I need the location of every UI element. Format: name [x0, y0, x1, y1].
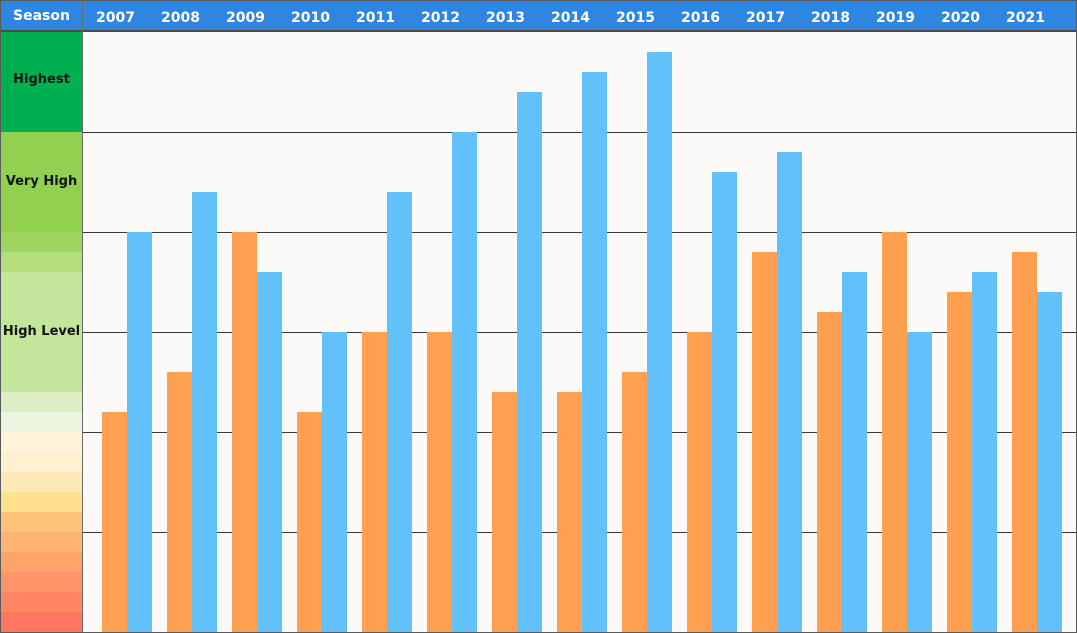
- bar-2018-series-1: [817, 312, 842, 632]
- bar-2020-series-2: [972, 272, 997, 632]
- bar-2009-series-2: [257, 272, 282, 632]
- level-scale-band: [1, 432, 82, 452]
- x-tick-label-2021: 2021: [1006, 10, 1045, 26]
- x-tick-label-2019: 2019: [876, 10, 915, 26]
- level-scale-band: [1, 612, 82, 632]
- x-tick-label-2010: 2010: [291, 10, 330, 26]
- bar-2014-series-1: [557, 392, 582, 632]
- bar-2007-series-1: [102, 412, 127, 632]
- season-header-label: Season: [13, 8, 70, 24]
- bar-2021-series-2: [1037, 292, 1062, 632]
- x-tick-label-2020: 2020: [941, 10, 980, 26]
- bar-2010-series-1: [297, 412, 322, 632]
- level-scale-band: [1, 392, 82, 412]
- bar-2016-series-1: [687, 332, 712, 632]
- level-scale-band: [1, 532, 82, 552]
- bar-2021-series-1: [1012, 252, 1037, 632]
- level-scale-band: [1, 512, 82, 532]
- bar-2015-series-1: [622, 372, 647, 632]
- level-scale-band: [1, 32, 82, 132]
- bar-2013-series-1: [492, 392, 517, 632]
- x-tick-label-2012: 2012: [421, 10, 460, 26]
- bar-2015-series-2: [647, 52, 672, 632]
- level-scale-band: [1, 292, 82, 312]
- bar-2016-series-2: [712, 172, 737, 632]
- bar-2018-series-2: [842, 272, 867, 632]
- x-tick-label-2017: 2017: [746, 10, 785, 26]
- level-scale-band: [1, 132, 82, 232]
- level-scale-band: [1, 412, 82, 432]
- bar-2019-series-1: [882, 232, 907, 632]
- level-scale-band: [1, 492, 82, 512]
- scale-label-highest: Highest: [13, 72, 70, 87]
- level-scale-band: [1, 452, 82, 472]
- level-scale-column: Highest Very High High Level: [1, 32, 82, 632]
- bar-2017-series-1: [752, 252, 777, 632]
- x-tick-label-2011: 2011: [356, 10, 395, 26]
- scale-label-very-high: Very High: [5, 174, 78, 189]
- x-tick-label-2009: 2009: [226, 10, 265, 26]
- level-scale-band: [1, 572, 82, 592]
- level-scale-band: [1, 272, 82, 292]
- bar-2008-series-2: [192, 192, 217, 632]
- level-scale-band: [1, 232, 82, 252]
- x-tick-label-2015: 2015: [616, 10, 655, 26]
- bar-2011-series-1: [362, 332, 387, 632]
- level-scale-band: [1, 312, 82, 332]
- bar-2020-series-1: [947, 292, 972, 632]
- x-tick-label-2014: 2014: [551, 10, 590, 26]
- season-column-divider: [82, 1, 83, 632]
- bar-2010-series-2: [322, 332, 347, 632]
- x-tick-label-2007: 2007: [96, 10, 135, 26]
- bar-2011-series-2: [387, 192, 412, 632]
- bar-2008-series-1: [167, 372, 192, 632]
- scale-label-high-level: High Level: [2, 324, 81, 339]
- level-scale-band: [1, 372, 82, 392]
- x-tick-label-2016: 2016: [681, 10, 720, 26]
- x-tick-label-2018: 2018: [811, 10, 850, 26]
- level-scale-band: [1, 332, 82, 352]
- bar-2019-series-2: [907, 332, 932, 632]
- bar-2009-series-1: [232, 232, 257, 632]
- level-scale-band: [1, 592, 82, 612]
- bar-2013-series-2: [517, 92, 542, 632]
- x-tick-label-2013: 2013: [486, 10, 525, 26]
- bar-2012-series-2: [452, 132, 477, 632]
- x-tick-label-2008: 2008: [161, 10, 200, 26]
- bar-2007-series-2: [127, 232, 152, 632]
- level-scale-band: [1, 472, 82, 492]
- bar-2012-series-1: [427, 332, 452, 632]
- level-scale-band: [1, 552, 82, 572]
- header-bar: Season: [1, 1, 1076, 32]
- bar-2017-series-2: [777, 152, 802, 632]
- bar-2014-series-2: [582, 72, 607, 632]
- level-scale-band: [1, 252, 82, 272]
- level-scale-band: [1, 352, 82, 372]
